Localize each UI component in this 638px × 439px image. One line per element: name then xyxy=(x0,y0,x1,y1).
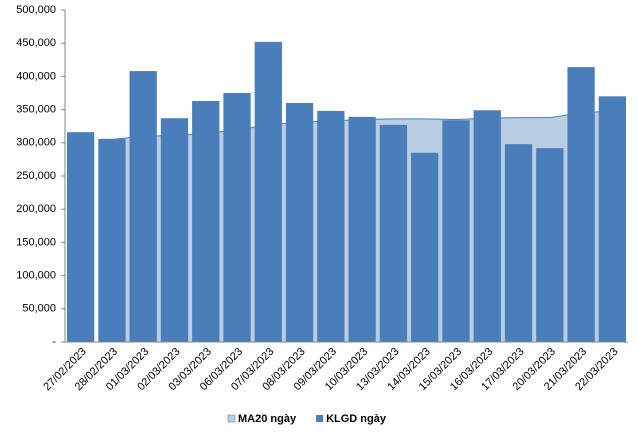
legend-label: MA20 ngày xyxy=(238,413,297,425)
bar xyxy=(223,93,251,342)
bar xyxy=(129,71,157,342)
bar xyxy=(536,148,564,342)
bar xyxy=(160,118,189,343)
y-tick-label: 350,000 xyxy=(16,104,56,116)
y-tick-label: 450,000 xyxy=(16,37,56,49)
legend-label: KLGD ngày xyxy=(326,413,387,425)
bar xyxy=(473,110,501,342)
y-tick-label: 300,000 xyxy=(16,137,56,149)
y-tick-label: 500,000 xyxy=(16,4,56,16)
bar xyxy=(192,100,220,342)
y-tick-label: 150,000 xyxy=(16,236,56,248)
y-tick-label: - xyxy=(52,336,56,348)
bar xyxy=(98,138,126,342)
bar xyxy=(317,110,345,342)
y-tick-label: 50,000 xyxy=(22,303,56,315)
bar xyxy=(67,132,95,342)
y-tick-label: 100,000 xyxy=(16,270,56,282)
bar xyxy=(379,124,408,342)
y-tick-label: 250,000 xyxy=(16,170,56,182)
bar xyxy=(254,41,282,342)
legend-swatch xyxy=(316,415,324,422)
y-tick-label: 200,000 xyxy=(16,203,56,215)
bar xyxy=(411,152,439,342)
bar xyxy=(504,144,533,342)
legend-swatch xyxy=(227,414,236,423)
bar xyxy=(567,67,595,342)
y-tick-label: 400,000 xyxy=(16,70,56,82)
bar xyxy=(348,116,376,343)
bar xyxy=(598,96,626,342)
bar xyxy=(285,102,314,343)
bar xyxy=(442,120,470,342)
